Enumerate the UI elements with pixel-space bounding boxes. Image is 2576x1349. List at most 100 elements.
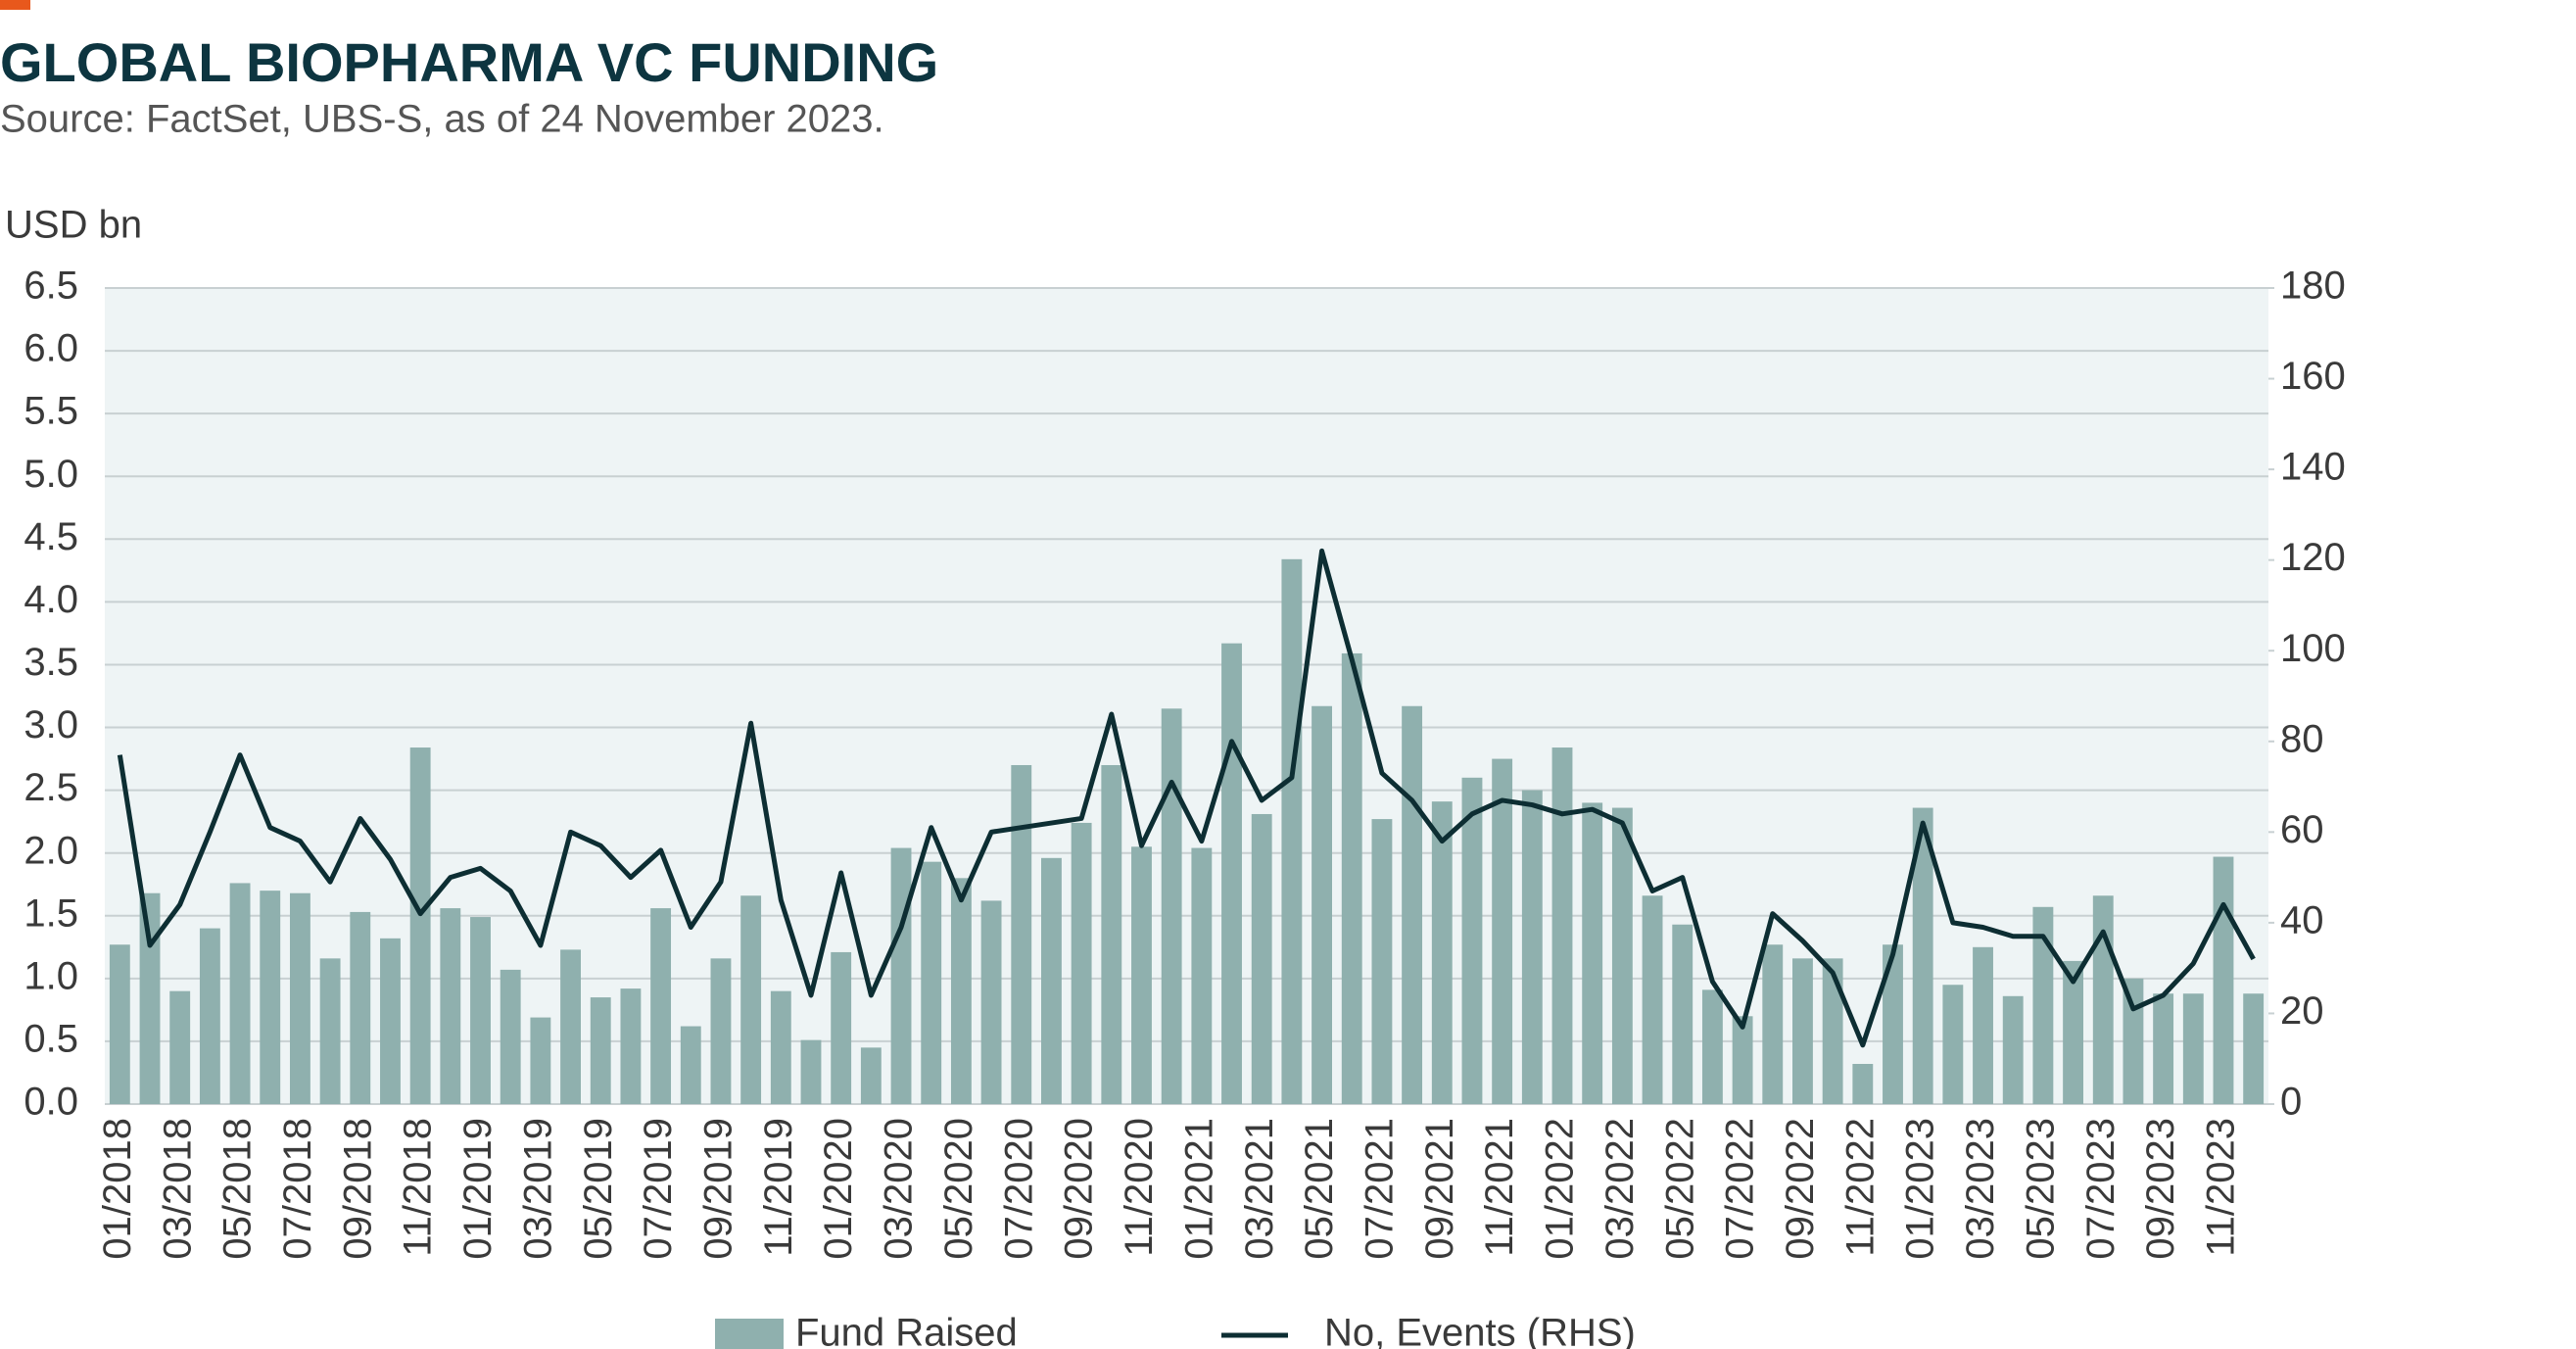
bar	[1762, 944, 1784, 1104]
y-tick-label: 6.0	[24, 327, 78, 370]
legend-label: No, Events (RHS)	[1324, 1312, 1636, 1349]
bar	[289, 892, 310, 1104]
bar	[740, 895, 762, 1104]
bar	[2153, 993, 2174, 1104]
y-tick-label: 5.0	[24, 453, 78, 496]
bar	[1942, 985, 1964, 1104]
line	[117, 548, 2256, 1048]
x-tick-label: 03/2020	[878, 1118, 921, 1260]
bar	[921, 861, 942, 1104]
bar	[680, 1026, 701, 1104]
bar	[860, 1047, 882, 1104]
y2-tick-label: 100	[2280, 627, 2346, 670]
bar	[1912, 807, 1933, 1104]
bar	[1191, 847, 1213, 1104]
x-tick-label: 01/2022	[1539, 1118, 1582, 1260]
y-tick-label: 2.0	[24, 829, 78, 872]
bar	[710, 958, 732, 1104]
bar	[1341, 652, 1362, 1104]
bar	[800, 1039, 822, 1104]
bar	[2123, 978, 2144, 1104]
bar	[1251, 813, 1272, 1104]
x-tick-label: 07/2019	[637, 1118, 680, 1260]
x-tick-label: 07/2021	[1358, 1118, 1401, 1260]
x-tick-label: 09/2018	[336, 1118, 379, 1260]
bar	[1611, 807, 1633, 1104]
bar	[1732, 1016, 1753, 1104]
bar	[1521, 790, 1543, 1104]
y-tick-label: 0.5	[24, 1017, 78, 1060]
chart-title: GLOBAL BIOPHARMA VC FUNDING	[0, 31, 938, 93]
y2-tick-label: 180	[2280, 265, 2346, 308]
x-tick-label: 05/2020	[937, 1118, 980, 1260]
x-tick-label: 05/2022	[1658, 1118, 1701, 1260]
y-tick-label: 2.5	[24, 766, 78, 809]
bar	[1071, 822, 1092, 1104]
legend-label: Fund Raised	[795, 1312, 1018, 1349]
x-tick-label: 11/2019	[757, 1118, 800, 1257]
y-tick-label: 4.0	[24, 578, 78, 621]
bar	[2182, 993, 2204, 1104]
bar	[530, 1017, 551, 1104]
bar	[1221, 643, 1242, 1104]
y2-tick-label: 0	[2280, 1081, 2302, 1124]
y-tick-label: 6.5	[24, 265, 78, 308]
x-tick-label: 03/2021	[1238, 1118, 1281, 1260]
x-tick-label: 07/2022	[1719, 1118, 1762, 1260]
chart-subtitle: Source: FactSet, UBS-S, as of 24 Novembe…	[0, 98, 884, 141]
bar	[109, 944, 130, 1104]
bar	[380, 938, 401, 1104]
bar	[2032, 906, 2054, 1104]
x-tick-label: 03/2022	[1598, 1118, 1642, 1260]
bar	[470, 917, 491, 1104]
y2-tick-label: 120	[2280, 536, 2346, 579]
x-tick-label: 03/2018	[156, 1118, 199, 1260]
bar	[2002, 995, 2024, 1104]
bar	[260, 891, 281, 1104]
bar	[1792, 958, 1813, 1104]
bar	[1431, 801, 1453, 1104]
bar	[199, 928, 220, 1104]
x-tick-label: 03/2019	[516, 1118, 559, 1260]
bar	[620, 988, 642, 1104]
x-tick-label: 01/2021	[1177, 1118, 1220, 1260]
bar	[560, 949, 581, 1104]
y2-tick-label: 140	[2280, 446, 2346, 489]
bar	[440, 908, 461, 1104]
x-tick-label: 05/2018	[216, 1118, 260, 1260]
y-tick-label: 1.0	[24, 954, 78, 997]
x-tick-label: 01/2018	[96, 1118, 139, 1260]
x-tick-label: 09/2023	[2139, 1118, 2182, 1260]
x-tick-label: 07/2018	[276, 1118, 319, 1260]
bar	[1582, 802, 1603, 1104]
bar	[1551, 747, 1573, 1104]
bar	[2213, 856, 2234, 1104]
x-tick-label: 01/2023	[1899, 1118, 1942, 1260]
bar	[2243, 993, 2265, 1104]
y-tick-label: 3.5	[24, 641, 78, 684]
bar	[1371, 819, 1393, 1104]
bar	[1492, 758, 1513, 1104]
y-tick-label: 4.5	[24, 515, 78, 558]
y-tick-label: 0.0	[24, 1081, 78, 1124]
bar	[1041, 857, 1062, 1104]
bar	[1973, 946, 1993, 1104]
y-tick-label: 1.5	[24, 891, 78, 935]
x-tick-label: 05/2019	[577, 1118, 620, 1260]
bar	[2063, 960, 2084, 1104]
x-tick-label: 11/2018	[397, 1118, 440, 1257]
bar	[2092, 895, 2114, 1104]
bar	[1161, 708, 1182, 1104]
bar	[1011, 764, 1032, 1104]
x-tick-label: 07/2023	[2079, 1118, 2123, 1260]
bar	[1672, 924, 1693, 1104]
bar	[1883, 944, 1903, 1104]
plot-background	[105, 288, 2268, 1104]
bar	[1822, 958, 1843, 1104]
x-tick-label: 09/2021	[1418, 1118, 1461, 1260]
y2-tick-label: 60	[2280, 808, 2324, 851]
bar	[1461, 777, 1483, 1104]
y2-tick-label: 40	[2280, 898, 2324, 941]
bar	[169, 990, 191, 1104]
